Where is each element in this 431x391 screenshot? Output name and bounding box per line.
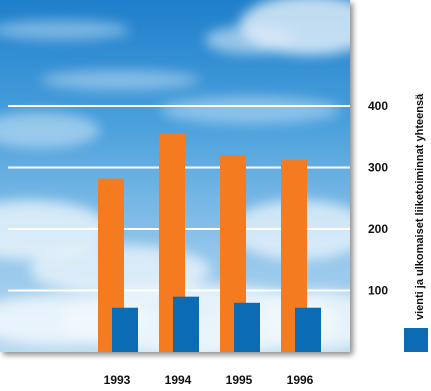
x-tick-label: 1994 bbox=[165, 373, 192, 387]
legend-label: vienti ja ulkomaiset liiketoiminnat yhte… bbox=[414, 93, 426, 320]
x-tick-labels: 1993 1994 1995 1996 bbox=[104, 373, 314, 387]
x-tick-label: 1996 bbox=[287, 373, 314, 387]
y-tick-label: 200 bbox=[368, 222, 388, 236]
y-tick-label: 100 bbox=[368, 284, 388, 298]
bar-blue-1993 bbox=[112, 307, 138, 352]
legend-swatch bbox=[404, 328, 428, 352]
y-tick-labels: 100 200 300 400 bbox=[368, 99, 388, 298]
legend: vienti ja ulkomaiset liiketoiminnat yhte… bbox=[404, 93, 428, 352]
y-tick-label: 300 bbox=[368, 161, 388, 175]
bar-blue-1996 bbox=[295, 307, 321, 352]
x-tick-label: 1995 bbox=[226, 373, 253, 387]
bars bbox=[98, 133, 321, 352]
x-tick-label: 1993 bbox=[104, 373, 131, 387]
bar-blue-1994 bbox=[173, 296, 199, 352]
bar-blue-1995 bbox=[234, 302, 260, 352]
sky-background-image bbox=[0, 0, 350, 352]
y-tick-label: 400 bbox=[368, 99, 388, 113]
